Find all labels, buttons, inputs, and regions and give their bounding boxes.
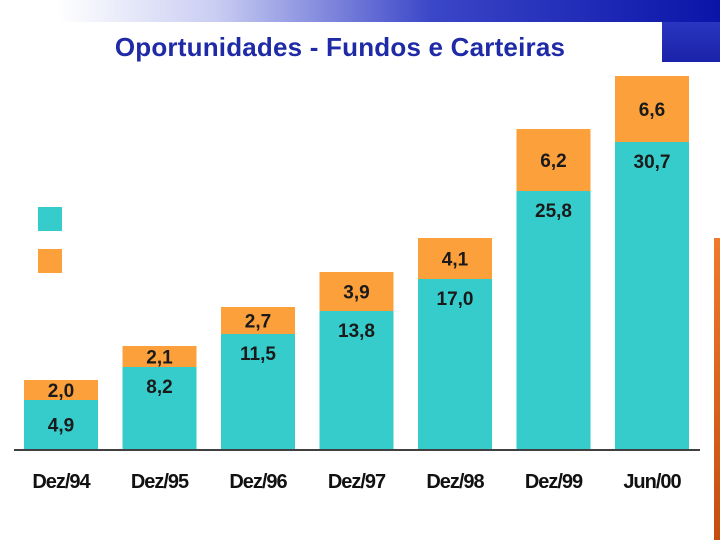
x-tick-label-dez-94: Dez/94 [32,471,91,493]
x-tick-label-dez-99: Dez/99 [525,471,583,493]
data-label-top-dez-94: 2,0 [48,381,74,402]
x-tick-label-dez-95: Dez/95 [131,471,189,493]
data-label-top-dez-95: 2,1 [146,348,173,369]
bar-top-dez-99 [516,129,591,191]
data-label-top-dez-98: 4,1 [442,250,469,271]
data-label-bottom-dez-98: 17,0 [437,289,474,310]
x-tick-label-dez-96: Dez/96 [229,471,287,493]
bar-top-dez-95 [122,346,197,367]
bar-bottom-dez-98 [418,279,492,449]
corner-decorative-block [662,22,720,62]
data-label-bottom-dez-95: 8,2 [146,377,172,398]
bar-bottom-dez-96 [221,334,295,449]
bar-top-dez-98 [418,238,492,279]
bar-bottom-dez-97 [319,311,394,449]
data-label-bottom-dez-99: 25,8 [535,201,572,222]
x-tick-label-jun-00: Jun/00 [623,471,681,493]
data-label-bottom-dez-96: 11,5 [240,344,276,365]
x-tick-label-dez-97: Dez/97 [328,471,386,493]
data-label-top-dez-96: 2,7 [245,312,271,333]
data-label-top-jun-00: 6,6 [639,100,665,121]
bar-bottom-dez-94 [24,400,98,449]
data-label-top-dez-97: 3,9 [343,283,369,304]
x-tick-label-dez-98: Dez/98 [426,471,484,493]
bar-top-dez-94 [24,380,98,400]
data-label-top-dez-99: 6,2 [540,151,566,172]
data-label-bottom-jun-00: 30,7 [634,152,671,173]
bar-bottom-dez-95 [122,367,197,449]
right-edge-decorative-strip [714,238,720,540]
legend-swatch-top-series [38,249,62,273]
data-label-bottom-dez-94: 4,9 [48,416,74,437]
bar-top-dez-97 [319,272,394,311]
bar-bottom-jun-00 [615,142,689,449]
bar-top-jun-00 [615,76,689,142]
page-title: Oportunidades - Fundos e Carteiras [114,32,566,62]
top-decorative-band [0,0,720,22]
data-label-bottom-dez-97: 13,8 [338,321,375,342]
legend-swatch-bottom-series [38,207,62,231]
bar-top-dez-96 [221,307,295,334]
bar-bottom-dez-99 [516,191,591,449]
